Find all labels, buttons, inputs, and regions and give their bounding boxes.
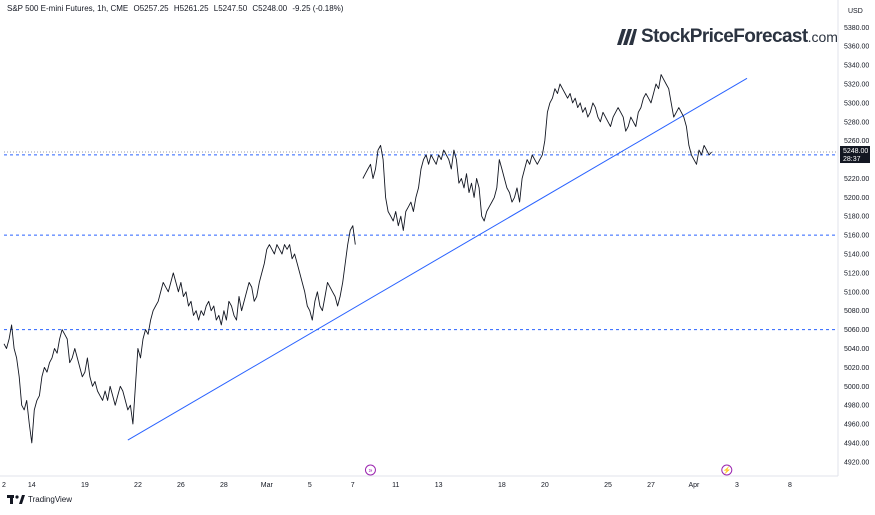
y-tick-label: 5260.00	[844, 138, 869, 145]
price-series-line	[362, 74, 712, 231]
x-tick-label: 20	[541, 482, 549, 489]
y-tick-label: 5060.00	[844, 327, 869, 334]
y-tick-label: 5340.00	[844, 63, 869, 70]
high-value: H5261.25	[173, 4, 209, 13]
y-tick-label: 4960.00	[844, 422, 869, 429]
y-tick-label: 4940.00	[844, 440, 869, 447]
event-marker-icon	[721, 464, 733, 476]
x-tick-label: 13	[435, 482, 443, 489]
change-value: -9.25 (-0.18%)	[292, 4, 344, 13]
x-tick-label: 19	[81, 482, 89, 489]
tradingview-label: TradingView	[28, 495, 73, 504]
x-tick-label: 14	[28, 482, 36, 489]
y-tick-label: 5280.00	[844, 119, 869, 126]
x-tick-label: 27	[647, 482, 655, 489]
x-tick-label: 22	[134, 482, 142, 489]
x-tick-label: Mar	[261, 482, 274, 489]
event-marker-label: »	[369, 468, 373, 475]
y-tick-label: 5360.00	[844, 44, 869, 51]
y-tick-label: 5220.00	[844, 176, 869, 183]
price-tag-box	[840, 146, 870, 164]
x-tick-label: Apr	[688, 482, 700, 489]
y-tick-label: 5160.00	[844, 233, 869, 240]
price-tag-value: 5248.00	[843, 148, 868, 155]
y-tick-label: 5000.00	[844, 384, 869, 391]
low-value: L5247.50	[213, 4, 248, 13]
close-value: C5248.00	[252, 4, 288, 13]
currency-label: USD	[848, 8, 863, 15]
y-tick-label: 5180.00	[844, 214, 869, 221]
y-tick-label: 5040.00	[844, 346, 869, 353]
symbol-header: S&P 500 E-mini Futures, 1h, CME O5257.25…	[7, 4, 346, 13]
tradingview-brand: TradingView	[7, 495, 72, 504]
y-tick-label: 5200.00	[844, 195, 869, 202]
logo-text: StockPriceForecast.com	[641, 26, 838, 48]
open-value: O5257.25	[133, 4, 169, 13]
site-logo: StockPriceForecast.com	[617, 26, 838, 48]
y-tick-label: 5320.00	[844, 82, 869, 89]
x-tick-label: 7	[351, 482, 355, 489]
y-tick-label: 5100.00	[844, 289, 869, 296]
x-tick-label: 28	[220, 482, 228, 489]
event-marker-label: ⚡	[722, 466, 731, 475]
price-tag-countdown: 28:37	[843, 156, 861, 163]
x-tick-label: 5	[308, 482, 312, 489]
y-tick-label: 5080.00	[844, 308, 869, 315]
y-tick-label: 5020.00	[844, 365, 869, 372]
symbol-name: S&P 500 E-mini Futures, 1h, CME	[7, 4, 129, 13]
trendline	[127, 77, 748, 441]
logo-domain: .com	[807, 29, 838, 45]
price-series-line	[3, 225, 356, 444]
tradingview-logo-icon	[7, 495, 25, 504]
x-tick-label: 11	[392, 482, 399, 489]
y-tick-label: 4980.00	[844, 403, 869, 410]
y-tick-label: 4920.00	[844, 459, 869, 466]
logo-name: StockPriceForecast	[641, 26, 808, 47]
x-tick-label: 26	[177, 482, 185, 489]
x-tick-label: 25	[604, 482, 612, 489]
y-tick-label: 5300.00	[844, 100, 869, 107]
y-tick-label: 5140.00	[844, 252, 869, 259]
y-tick-label: 5380.00	[844, 25, 869, 32]
x-tick-label: 3	[735, 482, 739, 489]
x-tick-label: 18	[498, 482, 506, 489]
x-tick-label: 2	[2, 482, 6, 489]
x-tick-label: 8	[788, 482, 792, 489]
logo-slashes-icon	[617, 29, 637, 45]
event-marker-icon	[364, 464, 376, 476]
y-tick-label: 5120.00	[844, 270, 869, 277]
